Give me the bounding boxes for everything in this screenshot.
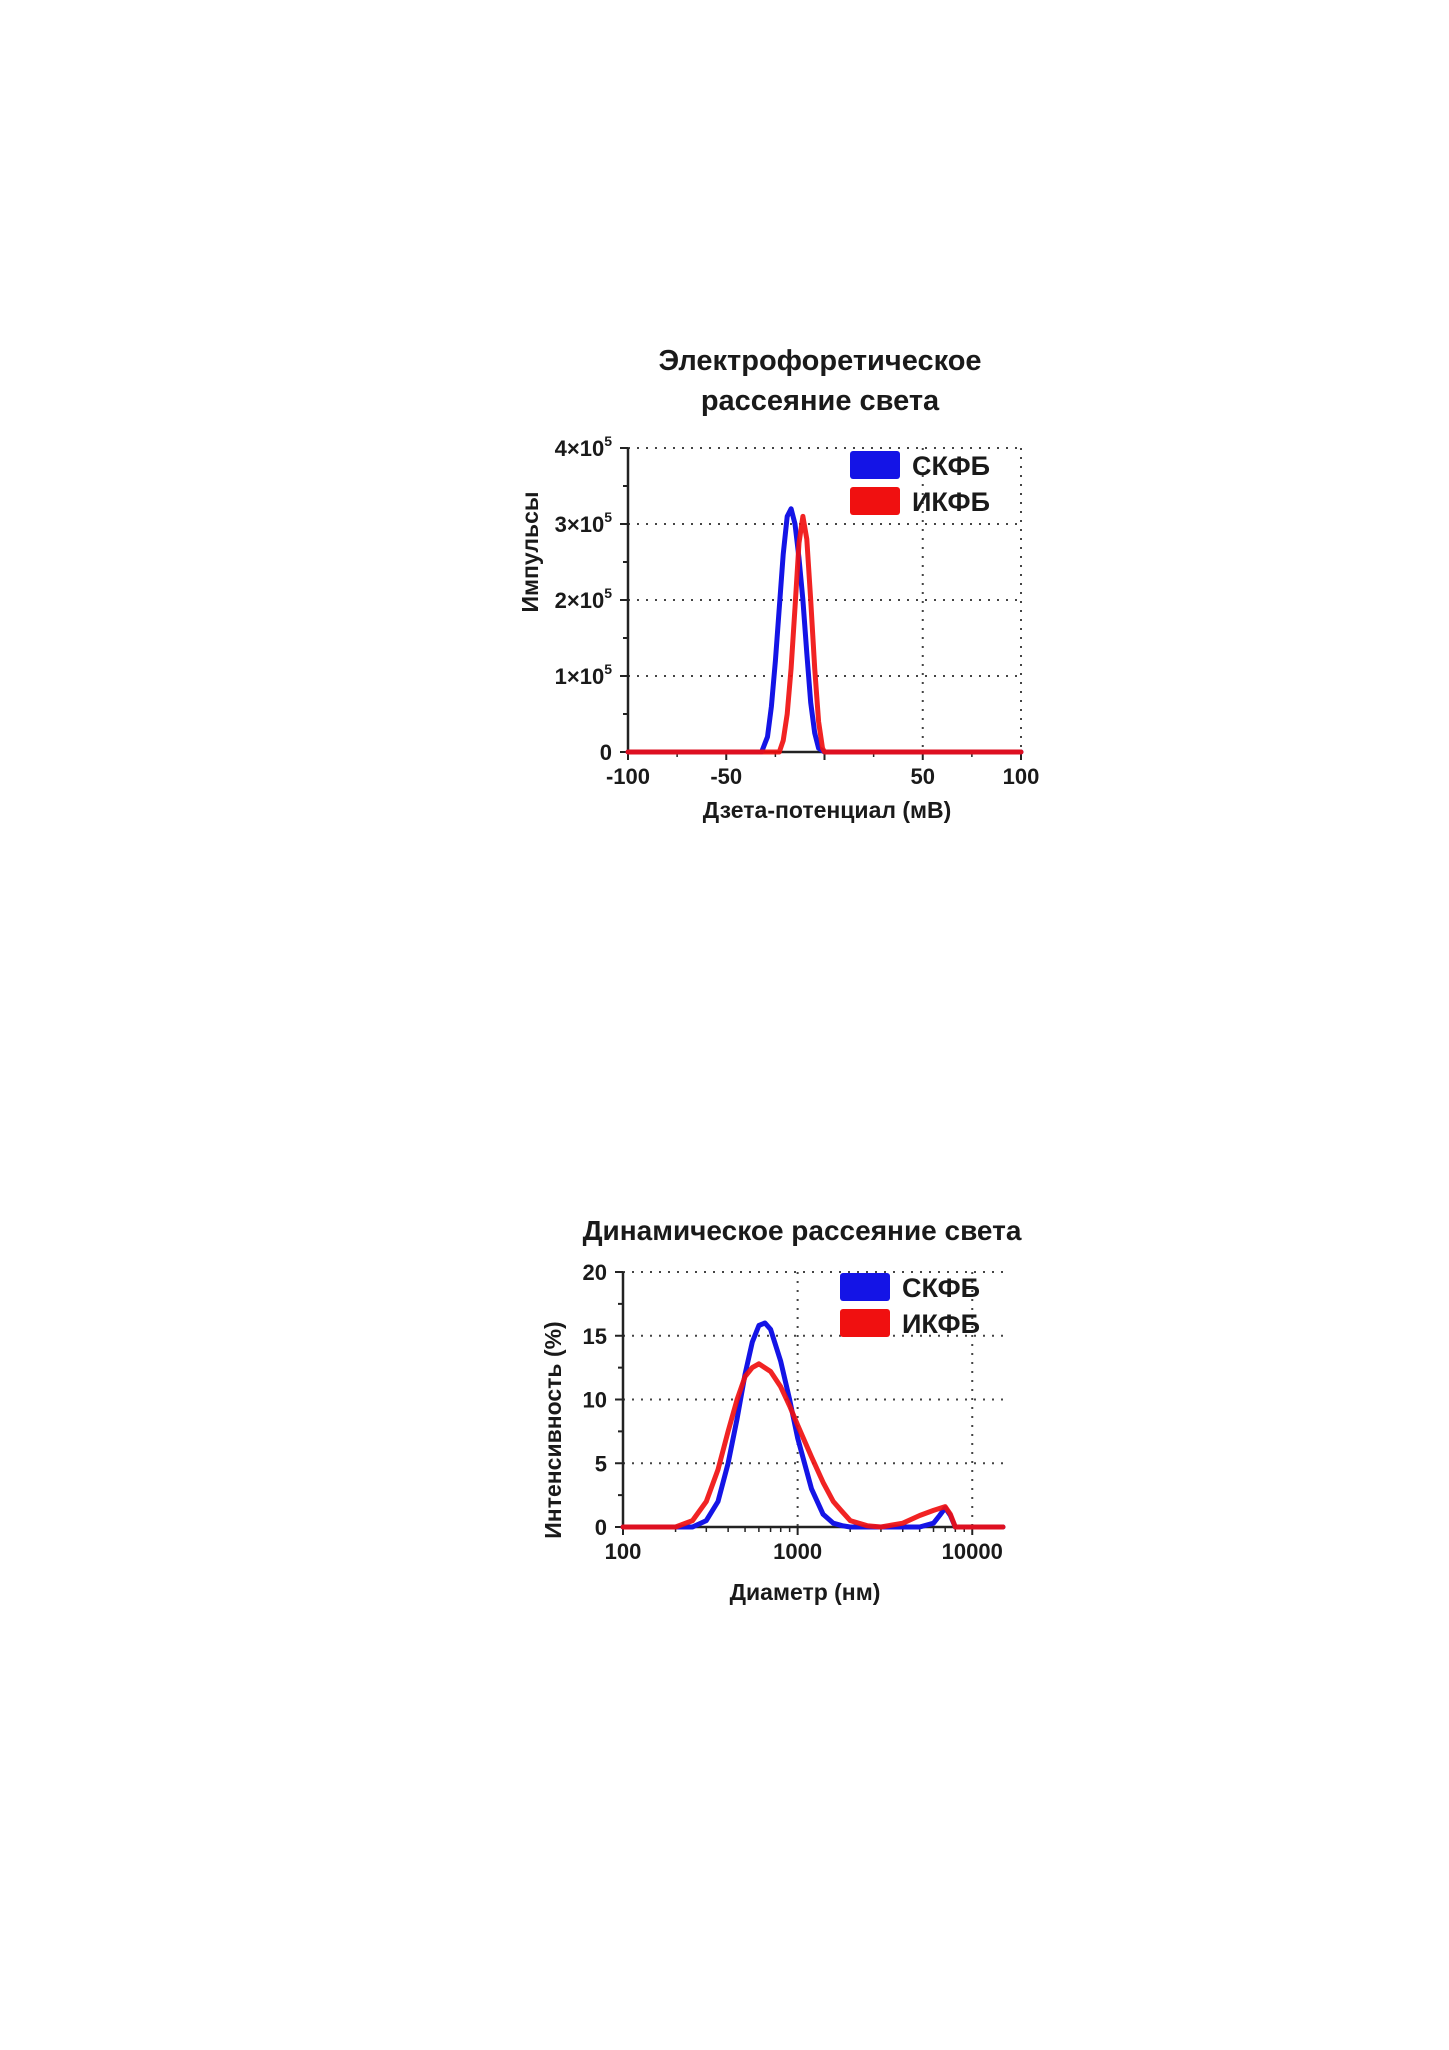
y-tick-label: 0 [595, 1515, 607, 1540]
series-line [625, 506, 1024, 755]
legend-label: ИКФБ [912, 487, 990, 517]
y-tick-label: 0 [600, 740, 612, 765]
x-tick-label: 1000 [773, 1539, 822, 1564]
y-tick-label: 5 [595, 1451, 607, 1476]
grid [628, 447, 1022, 752]
legend: СКФБ ИКФБ [840, 1273, 980, 1339]
plot-lines [620, 1320, 1006, 1530]
legend-label: ИКФБ [902, 1309, 980, 1339]
series-line [620, 1320, 1006, 1530]
legend-swatch [850, 487, 900, 515]
legend: СКФБ ИКФБ [850, 451, 990, 517]
x-tick-label: 100 [1003, 764, 1040, 789]
y-tick-label: 3×105 [555, 509, 613, 537]
chart-title: Электрофоретическое рассеяние света [658, 345, 981, 417]
y-tick-label: 15 [583, 1324, 607, 1349]
legend-swatch [840, 1273, 890, 1301]
y-axis-label: Импульсы [517, 491, 543, 612]
x-tick-label: -50 [710, 764, 742, 789]
y-tick-label: 1×105 [555, 661, 613, 689]
legend-swatch [840, 1309, 890, 1337]
y-tick-label: 10 [583, 1388, 607, 1413]
series-line [625, 513, 1024, 755]
plot-lines [625, 506, 1024, 755]
x-axis-label: Диаметр (нм) [730, 1579, 881, 1605]
chart-title-line-1: Электрофоретическое [658, 345, 981, 377]
y-axis-label: Интенсивность (%) [540, 1321, 566, 1538]
series-line [620, 1361, 1006, 1530]
tick-labels: 0 1×105 2×105 3×105 4×105 -100 -50 50 100 [555, 433, 1040, 789]
x-tick-label: 50 [911, 764, 935, 789]
tick-labels: 0 5 10 15 20 100 1000 10000 [583, 1260, 1003, 1564]
chart-title-line-2: рассеяние света [701, 385, 940, 417]
y-tick-label: 20 [583, 1260, 607, 1285]
x-tick-label: 100 [605, 1539, 642, 1564]
chart-title: Динамическое рассеяние света [583, 1215, 1022, 1246]
y-tick-label: 4×105 [555, 433, 613, 461]
x-axis-label: Дзета-потенциал (мВ) [703, 797, 952, 823]
y-tick-label: 2×105 [555, 585, 613, 613]
x-tick-label: 10000 [942, 1539, 1003, 1564]
legend-label: СКФБ [902, 1273, 980, 1303]
x-tick-label: -100 [606, 764, 650, 789]
legend-swatch [850, 451, 900, 479]
legend-label: СКФБ [912, 451, 990, 481]
